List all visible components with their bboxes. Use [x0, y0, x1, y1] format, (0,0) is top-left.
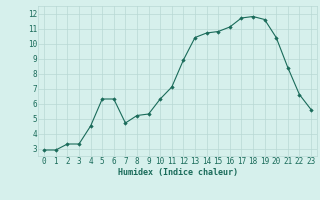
X-axis label: Humidex (Indice chaleur): Humidex (Indice chaleur)	[118, 168, 238, 177]
